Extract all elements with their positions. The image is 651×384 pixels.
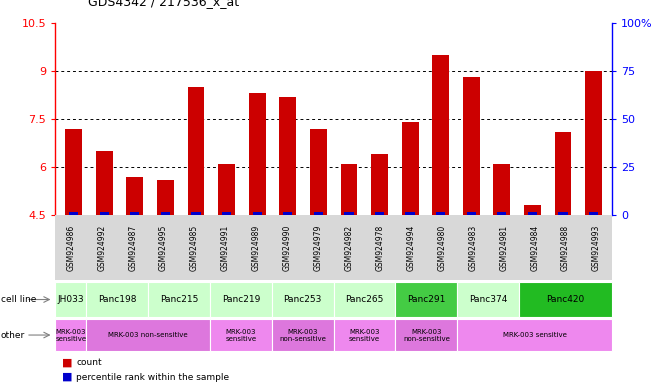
- Bar: [406, 212, 415, 215]
- Text: GSM924978: GSM924978: [376, 225, 385, 271]
- Text: GSM924989: GSM924989: [252, 225, 261, 271]
- Text: GSM924991: GSM924991: [221, 225, 230, 271]
- Text: GSM924981: GSM924981: [499, 225, 508, 271]
- Text: GSM924987: GSM924987: [128, 225, 137, 271]
- Bar: [493, 164, 510, 215]
- Text: Panc253: Panc253: [284, 295, 322, 304]
- Bar: [100, 212, 109, 215]
- Text: GSM924979: GSM924979: [314, 225, 323, 271]
- Text: other: other: [1, 331, 25, 339]
- Text: GSM924990: GSM924990: [283, 225, 292, 271]
- Text: Panc420: Panc420: [546, 295, 585, 304]
- Bar: [157, 180, 174, 215]
- Bar: [371, 154, 388, 215]
- Text: GSM924980: GSM924980: [437, 225, 447, 271]
- Bar: [161, 212, 170, 215]
- Text: MRK-003
non-sensitive: MRK-003 non-sensitive: [403, 329, 450, 341]
- Text: GSM924986: GSM924986: [66, 225, 76, 271]
- Text: Panc265: Panc265: [346, 295, 383, 304]
- Bar: [402, 122, 419, 215]
- Bar: [467, 212, 476, 215]
- Bar: [218, 164, 235, 215]
- Text: JH033: JH033: [57, 295, 84, 304]
- Bar: [130, 212, 139, 215]
- Bar: [222, 212, 231, 215]
- Text: Panc374: Panc374: [469, 295, 507, 304]
- Text: Panc219: Panc219: [222, 295, 260, 304]
- Text: Panc198: Panc198: [98, 295, 137, 304]
- Bar: [463, 78, 480, 215]
- Text: GSM924992: GSM924992: [97, 225, 106, 271]
- Text: GSM924982: GSM924982: [344, 225, 353, 271]
- Bar: [375, 212, 384, 215]
- Text: count: count: [76, 358, 102, 367]
- Bar: [253, 212, 262, 215]
- Text: MRK-003 non-sensitive: MRK-003 non-sensitive: [108, 332, 188, 338]
- Text: ■: ■: [62, 358, 72, 368]
- Text: Panc291: Panc291: [408, 295, 445, 304]
- Bar: [279, 97, 296, 215]
- Bar: [310, 129, 327, 215]
- Text: GDS4342 / 217536_x_at: GDS4342 / 217536_x_at: [88, 0, 239, 8]
- Bar: [314, 212, 323, 215]
- Bar: [585, 71, 602, 215]
- Bar: [524, 205, 541, 215]
- Bar: [589, 212, 598, 215]
- Text: MRK-003 sensitive: MRK-003 sensitive: [503, 332, 566, 338]
- Bar: [344, 212, 353, 215]
- Bar: [96, 151, 113, 215]
- Bar: [191, 212, 201, 215]
- Text: MRK-003
sensitive: MRK-003 sensitive: [349, 329, 380, 341]
- Bar: [559, 212, 568, 215]
- Text: ■: ■: [62, 372, 72, 382]
- Text: GSM924994: GSM924994: [406, 225, 415, 271]
- Text: MRK-003
sensitive: MRK-003 sensitive: [225, 329, 256, 341]
- Bar: [497, 212, 506, 215]
- Bar: [187, 87, 204, 215]
- Bar: [69, 212, 78, 215]
- Text: GSM924983: GSM924983: [468, 225, 477, 271]
- Text: GSM924984: GSM924984: [530, 225, 539, 271]
- Text: GSM924993: GSM924993: [592, 225, 601, 271]
- Text: cell line: cell line: [1, 295, 36, 304]
- Bar: [283, 212, 292, 215]
- Bar: [126, 177, 143, 215]
- Bar: [436, 212, 445, 215]
- Bar: [249, 93, 266, 215]
- Bar: [340, 164, 357, 215]
- Text: MRK-003
non-sensitive: MRK-003 non-sensitive: [279, 329, 326, 341]
- Bar: [528, 212, 537, 215]
- Text: Panc215: Panc215: [160, 295, 198, 304]
- Bar: [432, 55, 449, 215]
- Text: GSM924995: GSM924995: [159, 225, 168, 271]
- Text: GSM924988: GSM924988: [561, 225, 570, 271]
- Bar: [65, 129, 82, 215]
- Text: percentile rank within the sample: percentile rank within the sample: [76, 372, 229, 382]
- Text: MRK-003
sensitive: MRK-003 sensitive: [55, 329, 87, 341]
- Text: GSM924985: GSM924985: [190, 225, 199, 271]
- Bar: [555, 132, 572, 215]
